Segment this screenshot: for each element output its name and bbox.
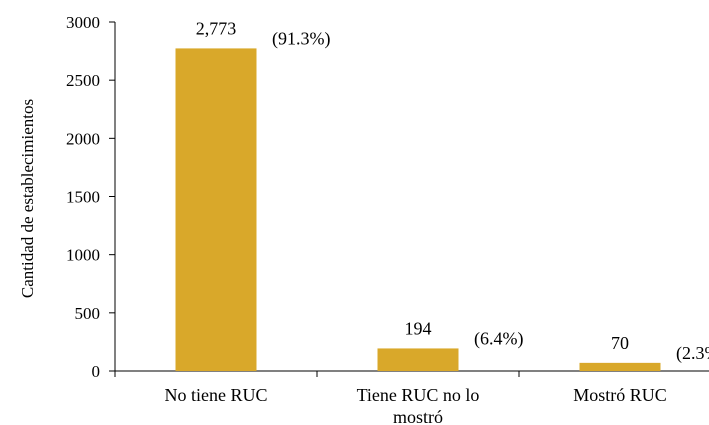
category-label: Tiene RUC no lo mostró [357,385,480,425]
bar [377,348,459,371]
data-labels: 2,773 (91.3%) 194 (6.4%) 70 (2.3%) [196,18,709,363]
value-label: 70 [611,333,629,353]
bar [579,362,661,371]
y-tick-label: 2000 [66,129,100,148]
y-axis: 0 500 1000 1500 2000 2500 3000 [66,13,116,381]
value-label: 194 [405,318,432,338]
y-axis-title: Cantidad de establecimientos [18,99,37,298]
category-label-line: No tiene RUC [165,385,268,405]
y-tick-label: 0 [92,362,101,381]
y-tick-label: 1000 [66,246,100,265]
y-tick-label: 3000 [66,13,100,32]
percent-label: (6.4%) [474,328,523,349]
bars [175,48,661,372]
y-tick-label: 1500 [66,188,100,207]
y-tick-label: 500 [75,304,101,323]
category-label-line: Tiene RUC no lo [357,385,480,405]
category-label: No tiene RUC [165,385,268,405]
category-label-line: mostró [393,407,443,425]
category-label: Mostró RUC [573,385,667,405]
y-tick-label: 2500 [66,71,100,90]
bar [175,48,257,372]
x-axis: No tiene RUC Tiene RUC no lo mostró Mostró … [114,370,709,425]
value-label: 2,773 [196,18,237,38]
percent-label: (2.3%) [676,343,709,364]
percent-label: (91.3%) [272,28,330,49]
category-label-line: Mostró RUC [573,385,667,405]
